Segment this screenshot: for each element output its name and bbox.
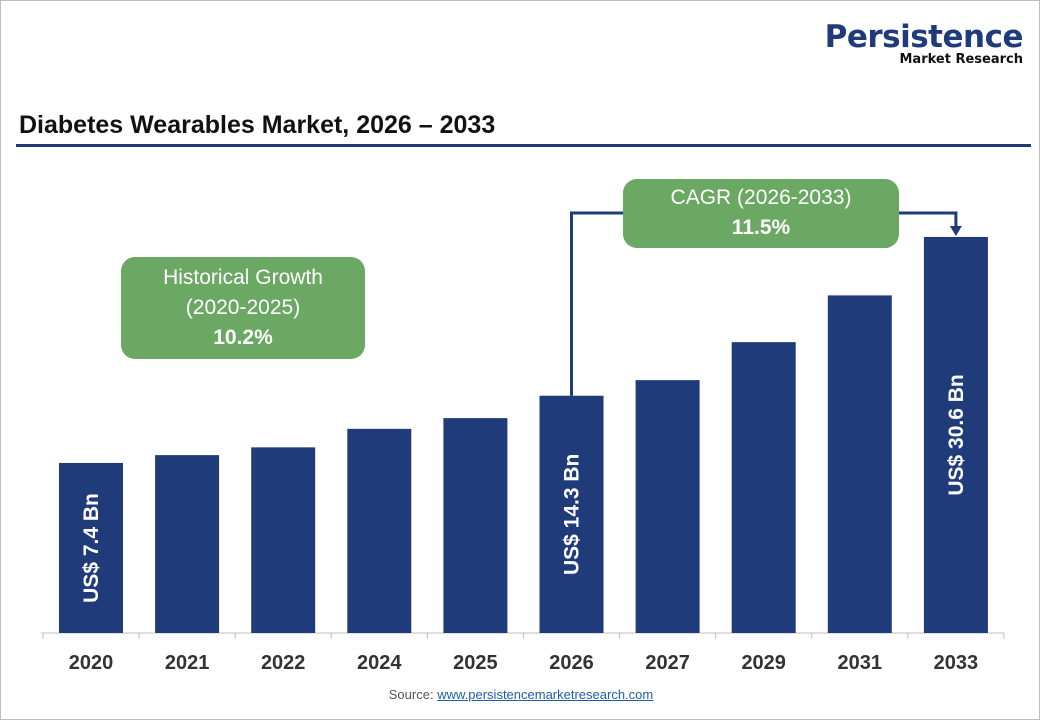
bar-2021	[155, 455, 220, 633]
source-label: Source:	[388, 687, 434, 702]
historical-label: Historical Growth	[163, 266, 323, 289]
logo-line1: Persistence	[824, 19, 1024, 55]
bar-2024	[347, 428, 412, 633]
data-label-2026: US$ 14.3 Bn	[561, 454, 584, 575]
logo-line2: Market Research	[899, 52, 1024, 67]
title-divider	[16, 144, 1031, 147]
cagr-value: 11.5%	[731, 216, 791, 239]
bar-2025	[443, 418, 508, 633]
x-tick-label-2021: 2021	[165, 652, 210, 674]
x-tick-label-2033: 2033	[934, 652, 979, 674]
bar-2022	[251, 447, 316, 633]
x-tick-label-2024: 2024	[357, 652, 402, 674]
x-tick-label-2026: 2026	[549, 652, 594, 674]
bar-2033	[923, 236, 988, 633]
bar-2031	[827, 295, 892, 633]
source-note: Source: www.persistencemarketresearch.co…	[1, 687, 1039, 702]
bar-2026	[539, 395, 604, 633]
x-tick-label-2022: 2022	[261, 652, 306, 674]
x-tick-label-2027: 2027	[645, 652, 690, 674]
data-label-2033: US$ 30.6 Bn	[945, 374, 968, 495]
bar-2020	[59, 462, 123, 633]
historical-period: (2020-2025)	[185, 296, 301, 319]
cagr-label: CAGR (2026-2033)	[670, 186, 852, 209]
x-tick-label-2029: 2029	[741, 652, 786, 674]
cagr-box: CAGR (2026-2033) 11.5%	[623, 179, 899, 248]
cagr-connector	[570, 211, 623, 396]
bar-2029	[731, 342, 796, 633]
historical-growth-box: Historical Growth (2020-2025) 10.2%	[121, 257, 365, 359]
chart-title: Diabetes Wearables Market, 2026 – 2033	[19, 111, 496, 139]
cagr-connector	[899, 211, 958, 227]
bar-2027	[635, 380, 700, 633]
historical-value: 10.2%	[213, 326, 273, 349]
arrow-head-icon	[949, 225, 962, 236]
persistence-logo: Persistence Market Research	[824, 19, 1024, 67]
x-tick-label-2031: 2031	[838, 652, 883, 674]
source-link[interactable]: www.persistencemarketresearch.com	[437, 687, 654, 702]
x-tick-label-2025: 2025	[453, 652, 498, 674]
data-label-2020: US$ 7.4 Bn	[80, 493, 103, 603]
x-tick-label-2020: 2020	[69, 652, 114, 674]
